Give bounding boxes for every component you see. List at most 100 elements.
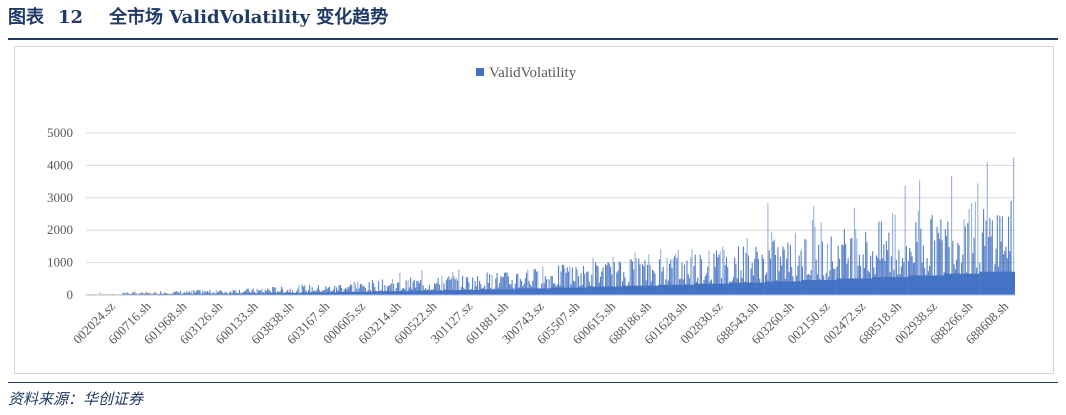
bar	[215, 289, 217, 295]
bar-base-band	[586, 286, 622, 295]
bar	[268, 289, 270, 295]
bar	[302, 286, 304, 295]
bar	[707, 266, 709, 295]
bar	[551, 276, 553, 295]
bar	[561, 264, 563, 295]
bar	[990, 236, 992, 295]
bar	[388, 285, 390, 295]
bar	[767, 202, 769, 295]
bar	[985, 220, 987, 295]
bar	[988, 237, 990, 295]
bar	[405, 280, 407, 295]
bar	[761, 254, 763, 295]
bar	[751, 262, 753, 295]
footer-rule	[8, 382, 1058, 383]
bar	[592, 257, 594, 295]
bar	[607, 262, 609, 295]
bar	[714, 266, 716, 295]
bar	[507, 276, 509, 295]
bar	[393, 283, 395, 295]
bar	[644, 260, 646, 295]
bar	[713, 253, 715, 295]
bar	[675, 253, 677, 295]
bar	[516, 274, 518, 295]
bar	[287, 289, 289, 295]
bar-base-band	[979, 271, 1015, 295]
bar-base-band	[907, 275, 944, 295]
bar	[930, 219, 932, 295]
bar	[445, 280, 447, 295]
bar	[568, 271, 570, 295]
bar	[542, 266, 544, 295]
bar	[602, 267, 604, 295]
bar	[338, 285, 340, 295]
bar	[317, 285, 319, 295]
bar	[304, 285, 306, 295]
bar	[638, 258, 640, 295]
axis-layer: 010002000300040005000002024.sz600716.sh6…	[47, 125, 1015, 347]
bar	[654, 273, 656, 295]
bar	[195, 291, 197, 295]
bar	[361, 284, 363, 295]
bar	[528, 280, 530, 295]
bar	[941, 240, 943, 295]
bar	[247, 288, 249, 295]
bar	[653, 270, 655, 295]
bar	[883, 244, 885, 295]
bar	[612, 256, 614, 295]
bar	[154, 292, 156, 295]
bar	[187, 292, 189, 295]
bar	[225, 291, 227, 295]
bar	[457, 280, 459, 295]
bar	[245, 290, 247, 295]
bar	[363, 285, 365, 295]
bar	[768, 250, 770, 295]
bar	[597, 266, 599, 295]
bar	[527, 269, 529, 295]
bar	[750, 268, 752, 295]
bar	[584, 273, 586, 295]
bar	[756, 251, 758, 295]
bar	[797, 265, 799, 295]
bar	[412, 281, 414, 295]
bar	[428, 284, 430, 295]
bar	[651, 269, 654, 295]
bar	[341, 287, 343, 295]
bar	[671, 268, 673, 295]
bar	[737, 246, 739, 295]
bar	[902, 258, 904, 295]
bar	[996, 215, 998, 295]
bar	[762, 258, 764, 295]
bar	[981, 232, 983, 295]
bar	[410, 277, 412, 295]
bar	[734, 257, 736, 295]
bar	[272, 287, 274, 295]
bar	[524, 278, 526, 295]
bar	[936, 226, 938, 295]
bar-base-band	[300, 292, 337, 295]
bar	[258, 290, 261, 295]
bar	[454, 279, 456, 295]
bar	[198, 289, 200, 295]
y-tick-label: 3000	[47, 190, 73, 205]
bar	[576, 269, 578, 295]
bar	[594, 262, 597, 295]
bar	[435, 284, 437, 295]
bar-base-band	[193, 293, 229, 295]
bar	[486, 272, 488, 295]
bar	[560, 271, 562, 295]
bar	[149, 292, 151, 295]
validvolatility-bar-chart: 010002000300040005000002024.sz600716.sh6…	[47, 65, 1015, 347]
bar	[789, 244, 791, 295]
bar	[121, 293, 123, 295]
bar	[850, 238, 852, 295]
bar	[280, 286, 282, 295]
bar	[920, 228, 922, 295]
bar	[676, 257, 678, 295]
bar	[332, 289, 334, 295]
bar	[746, 238, 748, 295]
bar	[677, 249, 679, 295]
bar	[544, 276, 546, 295]
bar	[892, 213, 894, 295]
bar	[814, 226, 816, 295]
